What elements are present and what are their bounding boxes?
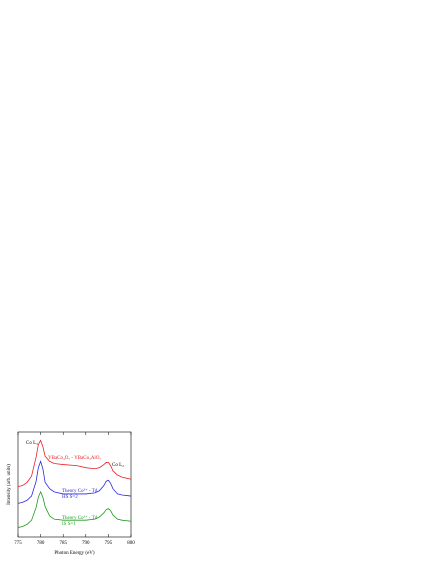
annotation: Co L₃ — [26, 441, 38, 446]
annotation: Co L₂ — [112, 463, 124, 468]
x-tick-label: 775 — [14, 541, 22, 546]
series-line — [17, 460, 132, 504]
annotation: HS S=2 — [62, 495, 78, 500]
x-tick-label: 790 — [82, 541, 90, 546]
annotation: YBaCo₄O₇ - YBaCo₃AlO₇ — [48, 456, 101, 461]
x-tick-label: 780 — [37, 541, 45, 546]
annotation: Theory Co³⁺ - Td — [62, 515, 98, 521]
annotation: IS S=1 — [62, 522, 76, 527]
x-axis-label: Photon Energy (eV) — [54, 551, 95, 556]
plot-frame — [17, 431, 132, 538]
x-tick-label: 800 — [127, 541, 135, 546]
y-axis-label: Intensity (arb. units) — [7, 464, 12, 505]
x-tick-label: 795 — [105, 541, 113, 546]
series-line — [17, 490, 132, 528]
annotation: Theory Co²⁺ - Td — [62, 488, 98, 494]
x-tick-label: 785 — [59, 541, 67, 546]
series-line — [17, 439, 132, 487]
